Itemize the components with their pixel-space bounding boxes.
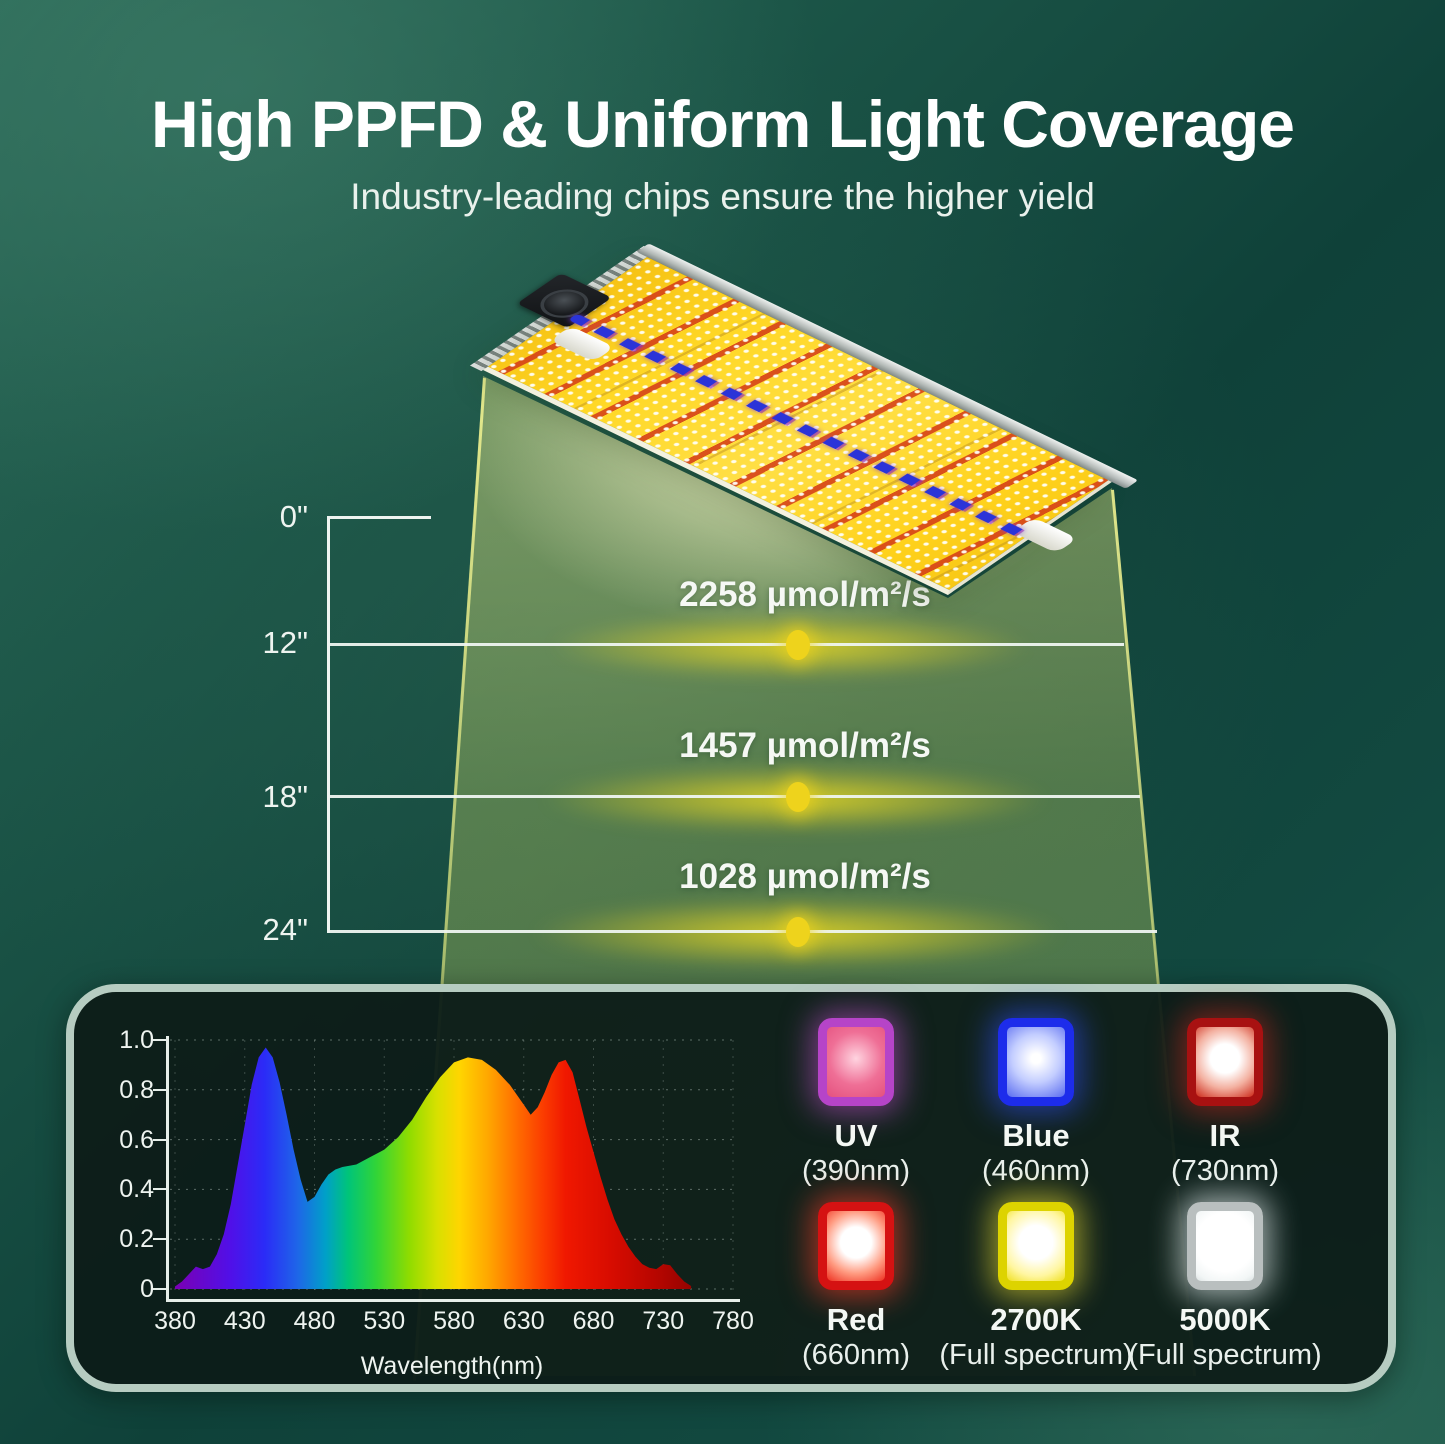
chip-wavelength: (Full spectrum) (939, 1339, 1133, 1371)
measure-line-24in (328, 930, 1157, 933)
red-chip-icon (818, 1202, 894, 1290)
chip-wavelength: (390nm) (802, 1155, 910, 1187)
measure-dot-18in (786, 782, 810, 812)
ir-chip-icon (1187, 1018, 1263, 1106)
chip-cell-red: Red (660nm) (726, 1202, 986, 1372)
chip-cell-5000k: 5000K (Full spectrum) (1095, 1202, 1355, 1372)
uv-chip-icon (818, 1018, 894, 1106)
chip-name: UV (834, 1118, 878, 1153)
cool-white-chip-icon (1187, 1202, 1263, 1290)
measure-dot-12in (786, 630, 810, 660)
chip-cell-2700k: 2700K (Full spectrum) (906, 1202, 1166, 1372)
ruler-vertical-line (327, 516, 330, 933)
ruler-zero-tick (327, 516, 431, 519)
page-subtitle: Industry-leading chips ensure the higher… (350, 176, 1095, 217)
ruler-label-24in: 24" (262, 912, 309, 947)
ruler-label-0in: 0" (279, 499, 308, 534)
warm-white-chip-icon (998, 1202, 1074, 1290)
chip-name: Blue (1002, 1118, 1070, 1153)
chip-wavelength: (730nm) (1171, 1155, 1279, 1187)
measure-dot-24in (786, 917, 810, 947)
chip-name: Red (826, 1302, 886, 1337)
blue-chip-icon (998, 1018, 1074, 1106)
chip-cell-blue: Blue (460nm) (906, 1018, 1166, 1188)
ppfd-value-12in: 2258 µmol/m²/s (679, 575, 931, 614)
chip-name: IR (1209, 1118, 1241, 1153)
page-title: High PPFD & Uniform Light Coverage (150, 87, 1295, 161)
chip-name: 2700K (990, 1302, 1082, 1337)
chip-cell-uv: UV (390nm) (726, 1018, 986, 1188)
measure-line-18in (328, 795, 1140, 798)
chip-wavelength: (460nm) (982, 1155, 1090, 1187)
ppfd-value-18in: 1457 µmol/m²/s (679, 726, 931, 765)
ruler-label-12in: 12" (262, 625, 309, 660)
ppfd-value-24in: 1028 µmol/m²/s (679, 857, 931, 896)
chip-wavelength: (660nm) (802, 1339, 910, 1371)
chip-cell-ir: IR (730nm) (1095, 1018, 1355, 1188)
chip-name: 5000K (1179, 1302, 1271, 1337)
ruler-label-18in: 18" (262, 779, 309, 814)
measure-line-12in (328, 643, 1124, 646)
chip-wavelength: (Full spectrum) (1128, 1339, 1322, 1371)
